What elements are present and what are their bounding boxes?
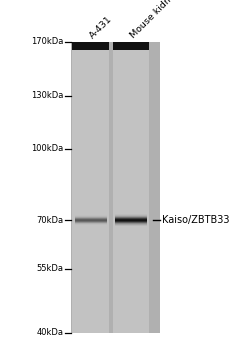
Bar xyxy=(115,220,147,221)
Bar xyxy=(115,222,147,223)
Bar xyxy=(72,42,109,332)
Bar xyxy=(115,223,147,224)
Bar xyxy=(115,216,147,217)
Bar xyxy=(115,218,147,219)
Bar xyxy=(115,215,147,216)
Bar xyxy=(70,42,160,332)
Bar xyxy=(113,42,149,50)
Bar xyxy=(115,217,147,218)
Bar xyxy=(115,217,147,218)
Text: 130kDa: 130kDa xyxy=(31,91,63,100)
Bar xyxy=(115,222,147,223)
Bar xyxy=(115,223,147,224)
Bar xyxy=(115,224,147,225)
Bar xyxy=(115,216,147,217)
Text: 100kDa: 100kDa xyxy=(31,144,63,153)
Bar xyxy=(115,214,147,215)
Text: 55kDa: 55kDa xyxy=(36,264,63,273)
Bar xyxy=(115,220,147,221)
Text: Mouse kidney: Mouse kidney xyxy=(129,0,181,40)
Bar xyxy=(115,225,147,226)
Bar xyxy=(115,225,147,226)
Text: Kaiso/ZBTB33: Kaiso/ZBTB33 xyxy=(162,215,230,225)
Bar xyxy=(115,221,147,222)
Bar xyxy=(72,42,109,50)
Bar xyxy=(115,214,147,215)
Bar xyxy=(115,219,147,220)
Text: 170kDa: 170kDa xyxy=(31,37,63,47)
Bar xyxy=(115,215,147,216)
Text: A-431: A-431 xyxy=(88,14,114,40)
Text: 70kDa: 70kDa xyxy=(36,216,63,225)
Bar xyxy=(115,218,147,219)
Text: 40kDa: 40kDa xyxy=(36,328,63,337)
Bar xyxy=(115,221,147,222)
Bar xyxy=(113,42,149,332)
